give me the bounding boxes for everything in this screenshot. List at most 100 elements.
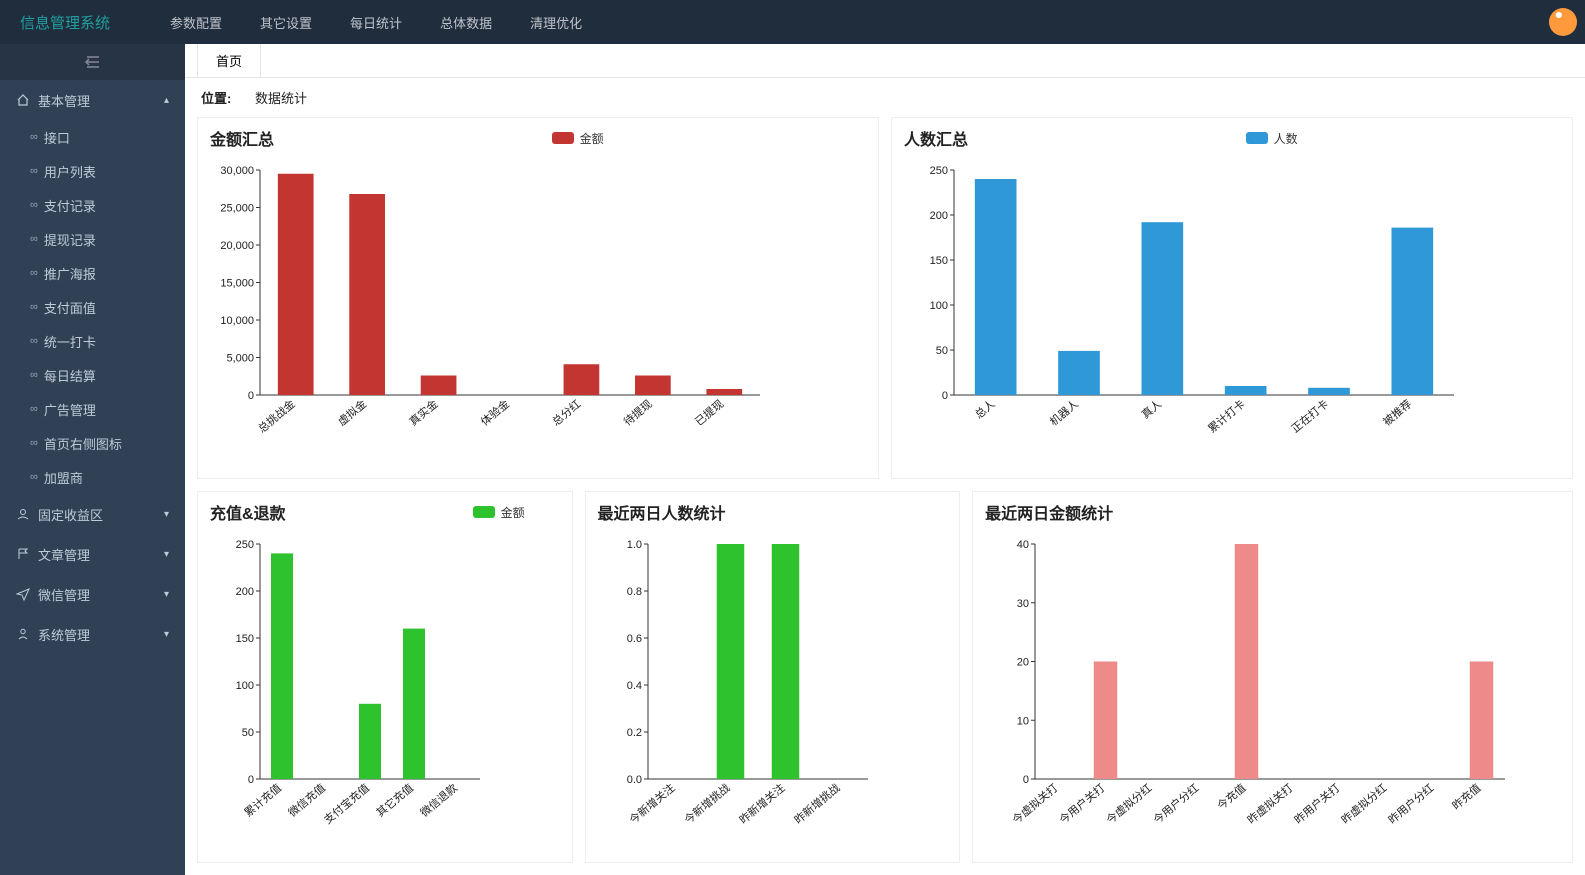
sidebar-group-user[interactable]: 固定收益区 ▾ <box>0 494 185 534</box>
sidebar: 基本管理▴∞接口∞用户列表∞支付记录∞提现记录∞推广海报∞支付面值∞统一打卡∞每… <box>0 44 185 875</box>
svg-text:50: 50 <box>936 345 948 357</box>
bar <box>1308 388 1350 395</box>
link-icon: ∞ <box>30 301 38 313</box>
topnav-item[interactable]: 参数配置 <box>170 13 222 32</box>
sidebar-group-send[interactable]: 微信管理 ▾ <box>0 574 185 614</box>
svg-text:今用户分红: 今用户分红 <box>1150 781 1201 827</box>
link-icon: ∞ <box>30 437 38 449</box>
svg-text:30,000: 30,000 <box>220 165 254 177</box>
link-icon: ∞ <box>30 267 38 279</box>
app-logo[interactable]: 信息管理系统 <box>20 12 110 33</box>
content-area: 首页 位置: 数据统计 金额汇总 金额 05,00010,00015,00020… <box>185 44 1585 875</box>
chevron-up-icon: ▴ <box>164 95 169 106</box>
svg-text:今新增关注: 今新增关注 <box>626 781 677 827</box>
chevron-down-icon: ▾ <box>164 589 169 600</box>
bar-chart-two-day-amount: 010203040今虚拟关打今用户关打今虚拟分红今用户分红今充值昨虚拟关打昨用户… <box>985 524 1560 837</box>
bar <box>716 544 744 779</box>
topbar: 信息管理系统 参数配置 其它设置 每日统计 总体数据 清理优化 <box>0 0 1585 44</box>
chart-legend: 金额 <box>552 130 604 147</box>
sidebar-group-label: 微信管理 <box>38 585 90 604</box>
legend-label: 人数 <box>1274 130 1298 147</box>
tab-home[interactable]: 首页 <box>197 44 261 77</box>
bar <box>271 553 293 779</box>
bar-chart-amount-summary: 05,00010,00015,00020,00025,00030,000总挑战金… <box>210 150 866 453</box>
panel-people-summary: 人数汇总 人数 050100150200250总人机器人真人累计打卡正在打卡被推… <box>891 117 1573 479</box>
svg-text:昨新增挑战: 昨新增挑战 <box>791 781 842 827</box>
breadcrumb: 位置: 数据统计 <box>185 78 1585 117</box>
sidebar-item[interactable]: ∞广告管理 <box>0 392 185 426</box>
svg-text:正在打卡: 正在打卡 <box>1288 397 1331 436</box>
sidebar-item-label: 用户列表 <box>44 162 96 181</box>
sidebar-item-label: 统一打卡 <box>44 332 96 351</box>
link-icon: ∞ <box>30 403 38 415</box>
bar <box>1094 662 1118 780</box>
topnav-item[interactable]: 其它设置 <box>260 13 312 32</box>
bar <box>403 629 425 779</box>
svg-text:150: 150 <box>236 633 254 645</box>
svg-text:0.2: 0.2 <box>626 727 641 739</box>
bar <box>1142 222 1184 395</box>
sidebar-item[interactable]: ∞每日结算 <box>0 358 185 392</box>
sidebar-item[interactable]: ∞ 接口 <box>0 120 185 154</box>
sidebar-item[interactable]: ∞统一打卡 <box>0 324 185 358</box>
svg-text:累计充值: 累计充值 <box>241 781 284 820</box>
user-icon <box>16 507 30 521</box>
sidebar-item-label: 接口 <box>44 128 70 147</box>
topnav-item[interactable]: 每日统计 <box>350 13 402 32</box>
sidebar-collapse-button[interactable] <box>0 44 185 80</box>
svg-text:200: 200 <box>930 210 948 222</box>
sidebar-item[interactable]: ∞推广海报 <box>0 256 185 290</box>
topnav-item[interactable]: 总体数据 <box>440 13 492 32</box>
sidebar-group-home[interactable]: 基本管理 ▴ <box>0 80 185 120</box>
chart-legend: 人数 <box>1246 130 1298 147</box>
topnav-item[interactable]: 清理优化 <box>530 13 582 32</box>
chevron-down-icon: ▾ <box>164 509 169 520</box>
panel-two-day-people: 最近两日人数统计 0.00.20.40.60.81.0今新增关注今新增挑战昨新增… <box>585 491 961 863</box>
bar <box>706 389 742 395</box>
tabs: 首页 <box>185 44 1585 78</box>
sidebar-item[interactable]: ∞支付记录 <box>0 188 185 222</box>
bar <box>771 544 799 779</box>
chart-title: 金额汇总 <box>210 126 274 150</box>
svg-text:0: 0 <box>248 390 254 402</box>
chevron-down-icon: ▾ <box>164 629 169 640</box>
svg-text:体验金: 体验金 <box>478 397 512 429</box>
sidebar-item[interactable]: ∞用户列表 <box>0 154 185 188</box>
send-icon <box>16 587 30 601</box>
svg-text:20: 20 <box>1017 657 1029 669</box>
svg-text:虚拟金: 虚拟金 <box>335 397 369 429</box>
bar <box>1235 544 1259 779</box>
svg-text:0.4: 0.4 <box>626 680 641 692</box>
sidebar-group-label: 系统管理 <box>38 625 90 644</box>
link-icon: ∞ <box>30 369 38 381</box>
chart-title: 最近两日人数统计 <box>598 500 726 524</box>
sidebar-item[interactable]: ∞提现记录 <box>0 222 185 256</box>
chart-legend: 金额 <box>473 504 525 521</box>
sidebar-group-label: 固定收益区 <box>38 505 103 524</box>
link-icon: ∞ <box>30 131 38 143</box>
sidebar-group-label: 基本管理 <box>38 91 90 110</box>
bar <box>564 364 600 395</box>
bar-chart-recharge-refund: 050100150200250累计充值微信充值支付宝充值其它充值微信退款 <box>210 524 560 837</box>
sidebar-group-person[interactable]: 系统管理 ▾ <box>0 614 185 654</box>
sidebar-item[interactable]: ∞支付面值 <box>0 290 185 324</box>
svg-text:今用户关打: 今用户关打 <box>1056 781 1107 827</box>
svg-text:30: 30 <box>1017 598 1029 610</box>
sidebar-item-label: 支付记录 <box>44 196 96 215</box>
svg-text:1.0: 1.0 <box>626 539 641 551</box>
svg-text:支付宝充值: 支付宝充值 <box>321 781 372 827</box>
sidebar-item[interactable]: ∞首页右侧图标 <box>0 426 185 460</box>
user-avatar[interactable] <box>1549 8 1577 36</box>
svg-text:被推荐: 被推荐 <box>1380 397 1414 429</box>
svg-text:10: 10 <box>1017 715 1029 727</box>
svg-text:0.0: 0.0 <box>626 774 641 786</box>
bar <box>421 376 457 396</box>
svg-text:待提现: 待提现 <box>621 397 655 429</box>
svg-text:真实金: 真实金 <box>406 397 440 429</box>
sidebar-item-label: 提现记录 <box>44 230 96 249</box>
sidebar-group-flag[interactable]: 文章管理▾ <box>0 534 185 574</box>
sidebar-item[interactable]: ∞加盟商 <box>0 460 185 494</box>
bar <box>359 704 381 779</box>
breadcrumb-value: 数据统计 <box>255 91 307 106</box>
bar-chart-people-summary: 050100150200250总人机器人真人累计打卡正在打卡被推荐 <box>904 150 1560 453</box>
